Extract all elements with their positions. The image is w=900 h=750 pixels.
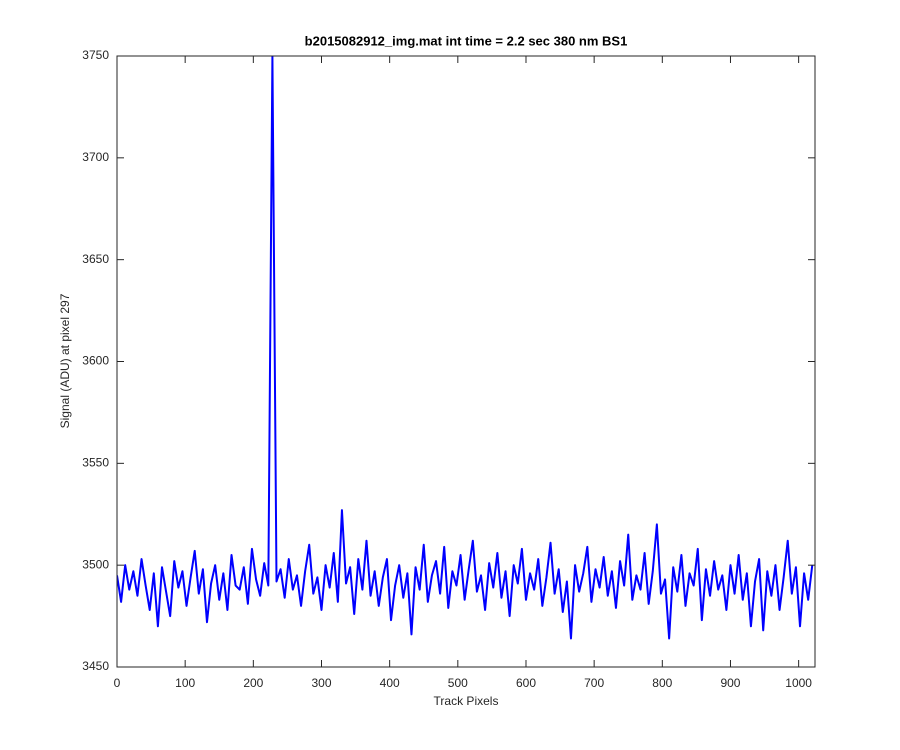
y-tick-label: 3500	[82, 557, 109, 571]
y-tick-label: 3550	[82, 456, 109, 470]
x-axis-label: Track Pixels	[434, 694, 499, 708]
data-line	[117, 56, 814, 640]
y-tick-label: 3650	[82, 252, 109, 266]
x-tick-label: 700	[584, 676, 604, 690]
x-tick-label: 100	[175, 676, 195, 690]
y-tick-label: 3700	[82, 150, 109, 164]
chart-title: b2015082912_img.mat int time = 2.2 sec 3…	[305, 33, 628, 48]
y-tick-label: 3600	[82, 354, 109, 368]
x-tick-label: 0	[114, 676, 121, 690]
x-tick-label: 500	[448, 676, 468, 690]
x-tick-label: 600	[516, 676, 536, 690]
x-tick-label: 300	[311, 676, 331, 690]
y-tick-label: 3450	[82, 659, 109, 673]
x-tick-label: 1000	[785, 676, 812, 690]
x-tick-label: 800	[652, 676, 672, 690]
x-tick-label: 900	[720, 676, 740, 690]
x-tick-label: 200	[243, 676, 263, 690]
y-tick-label: 3750	[82, 48, 109, 62]
x-tick-label: 400	[380, 676, 400, 690]
y-axis-label: Signal (ADU) at pixel 297	[58, 293, 72, 428]
